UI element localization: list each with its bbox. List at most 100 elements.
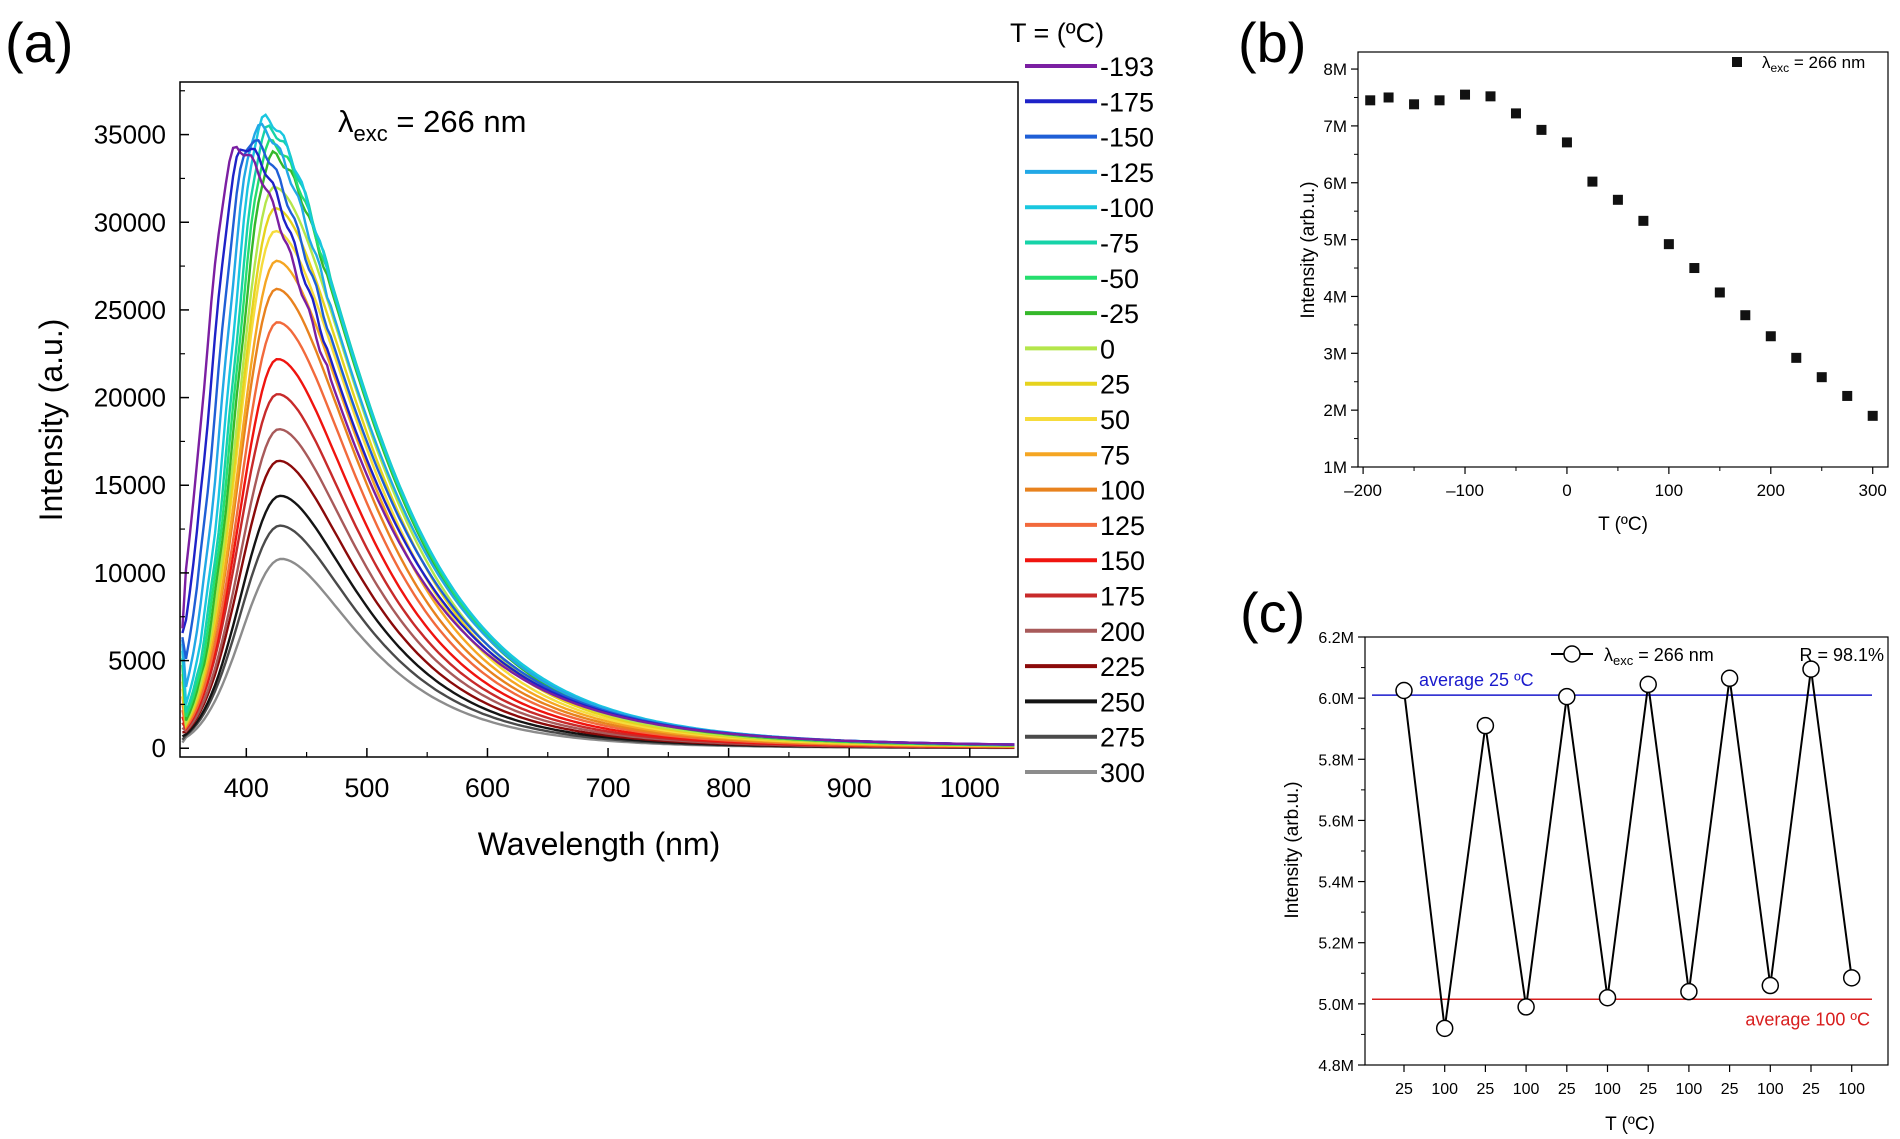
- panel-c-chart: 25 100 25 100 25 100 25 100 25 100 25 100 4.8M 5.0M 5.…: [1282, 630, 1889, 1135]
- panel-b-xtick-label: –200: [1344, 481, 1382, 500]
- panel-b-point: [1485, 91, 1496, 102]
- panel-c-series: [1395, 660, 1861, 1038]
- panel-c-point: [1435, 1019, 1454, 1038]
- panel-c-xtick-label: 25: [1639, 1081, 1657, 1098]
- panel-b-points: [1365, 89, 1878, 421]
- panel-b-ytick-label: 4M: [1323, 287, 1347, 306]
- panel-c-ytick-label: 5.6M: [1318, 813, 1354, 830]
- panel-a-ytick-label: 35000: [94, 120, 166, 150]
- panel-b-point: [1460, 89, 1471, 100]
- panel-b-point: [1867, 410, 1878, 421]
- panel-b-ytick-label: 5M: [1323, 231, 1347, 250]
- panel-b-ytick-label: 2M: [1323, 401, 1347, 420]
- panel-c-legend-suffix: = 266 nm: [1633, 645, 1714, 665]
- panel-a-axes: 400 500 600 700 800 900 1000050001000015000200…: [94, 90, 1000, 803]
- panel-a-curve-175: [181, 393, 1015, 749]
- panel-a-xtick-label: 1000: [940, 773, 1000, 803]
- panel-b-xtick-label: –100: [1446, 481, 1484, 500]
- panel-c-line: [1403, 668, 1853, 1029]
- panel-a-legend-label: 225: [1100, 652, 1145, 682]
- panel-b-point: [1587, 176, 1598, 187]
- panel-b-legend-suffix: = 266 nm: [1789, 53, 1865, 72]
- panel-c-xtick-label: 25: [1395, 1081, 1413, 1098]
- panel-a-curve-125: [181, 321, 1015, 748]
- panel-c-reference-lines: average 25 ºC average 100 ºC: [1372, 670, 1872, 1029]
- panel-c-xlabel: T (ºC): [1605, 1114, 1655, 1135]
- panel-c-ytick-label: 5.8M: [1318, 752, 1354, 769]
- panel-a-legend-label: -125: [1100, 158, 1154, 188]
- panel-c-xtick-label: 25: [1558, 1081, 1576, 1098]
- panel-c-ytick-label: 4.8M: [1318, 1058, 1354, 1075]
- panel-a-legend-label: -150: [1100, 123, 1154, 153]
- panel-c-point: [1558, 687, 1576, 706]
- panel-c-xtick-label: 100: [1513, 1081, 1540, 1098]
- panel-a-legend-label: 25: [1100, 370, 1130, 400]
- panel-b-point: [1714, 287, 1725, 298]
- panel-a-legend-title: T = (ºC): [1010, 18, 1104, 48]
- panel-a-legend-label: -100: [1100, 193, 1154, 223]
- panel-b-legend: λexc = 266 nm: [1762, 53, 1865, 75]
- panel-a-ytick-label: 0: [152, 733, 166, 763]
- panel-c-r-label: R = 98.1%: [1799, 645, 1884, 665]
- panel-a-ytick-label: 30000: [94, 207, 166, 237]
- panel-b-ytick-label: 3M: [1323, 344, 1347, 363]
- panel-c-ylabel: Intensity (arb.u.): [1282, 781, 1303, 918]
- panel-b-point: [1663, 239, 1674, 250]
- panel-c-ytick-label: 6.2M: [1318, 630, 1354, 647]
- panel-c-xtick-label: 100: [1676, 1081, 1703, 1098]
- panel-a-legend-label: -175: [1100, 87, 1154, 117]
- panel-b-point: [1689, 263, 1700, 274]
- panel-a-xlabel: Wavelength (nm): [478, 826, 720, 862]
- panel-b-point: [1816, 372, 1827, 383]
- panel-b-point: [1536, 124, 1547, 135]
- panel-a-legend-label: 275: [1100, 723, 1145, 753]
- panel-a-xtick-label: 400: [224, 773, 269, 803]
- panel-b-point: [1383, 92, 1394, 103]
- panel-c-legend-sub: exc: [1613, 653, 1634, 668]
- panel-label-b: (b): [1238, 11, 1306, 74]
- panel-c-reference-label: average 25 ºC: [1419, 670, 1534, 690]
- panel-label-c: (c): [1240, 581, 1305, 644]
- panel-b-ytick-label: 7M: [1323, 117, 1347, 136]
- panel-b-xtick-label: 300: [1859, 481, 1887, 500]
- panel-c-point: [1802, 660, 1820, 678]
- panel-c-legend: λexc = 266 nm: [1604, 645, 1714, 668]
- panel-c-point: [1395, 681, 1413, 700]
- panel-a-xtick-label: 500: [344, 773, 389, 803]
- panel-a-annotation-sub: exc: [354, 121, 388, 146]
- panel-b-point: [1740, 310, 1751, 321]
- panel-a-curve--193: [181, 145, 1015, 746]
- panel-c-point: [1842, 969, 1861, 987]
- panel-b-point: [1638, 215, 1649, 226]
- panel-b-ytick-label: 6M: [1323, 174, 1347, 193]
- panel-b-ytick-label: 8M: [1323, 60, 1347, 79]
- panel-a-chart: 400 500 600 700 800 900 1000050001000015000200…: [33, 18, 1154, 862]
- panel-a-legend-label: -75: [1100, 229, 1139, 259]
- panel-b-point: [1365, 95, 1376, 106]
- panel-a-curve-150: [181, 357, 1015, 749]
- panel-c-ytick-label: 6.0M: [1318, 691, 1354, 708]
- panel-c-point: [1598, 988, 1617, 1007]
- panel-a-ytick-label: 25000: [94, 295, 166, 325]
- panel-a-xtick-label: 800: [706, 773, 751, 803]
- panel-a-curve--125: [181, 122, 1015, 746]
- panel-a-legend-label: 100: [1100, 476, 1145, 506]
- panel-b-point: [1434, 95, 1445, 106]
- panel-b-legend-prefix: λ: [1762, 53, 1771, 72]
- panel-a-legend-label: 250: [1100, 687, 1145, 717]
- panel-a-annotation-suffix: = 266 nm: [388, 104, 527, 139]
- panel-a-curve-75: [181, 259, 1015, 748]
- panel-c-point: [1639, 675, 1657, 694]
- panel-b-xtick-label: 200: [1757, 481, 1785, 500]
- panel-c-xtick-label: 25: [1721, 1081, 1739, 1098]
- panel-c-legend-prefix: λ: [1604, 645, 1613, 665]
- panel-a-annotation-prefix: λ: [338, 104, 354, 139]
- panel-b-legend-marker: [1732, 57, 1742, 67]
- panel-b-ylabel: Intensity (arb.u.): [1298, 181, 1319, 318]
- panel-a-curve-0: [181, 186, 1015, 747]
- panel-a-ytick-label: 5000: [108, 646, 166, 676]
- panel-a-xtick-label: 700: [586, 773, 631, 803]
- panel-b-axes: –200 –100 0 100 200 300 1M 2M 3M 4M 5M 6M 7M 8M: [1323, 60, 1887, 500]
- panel-label-a: (a): [5, 11, 73, 74]
